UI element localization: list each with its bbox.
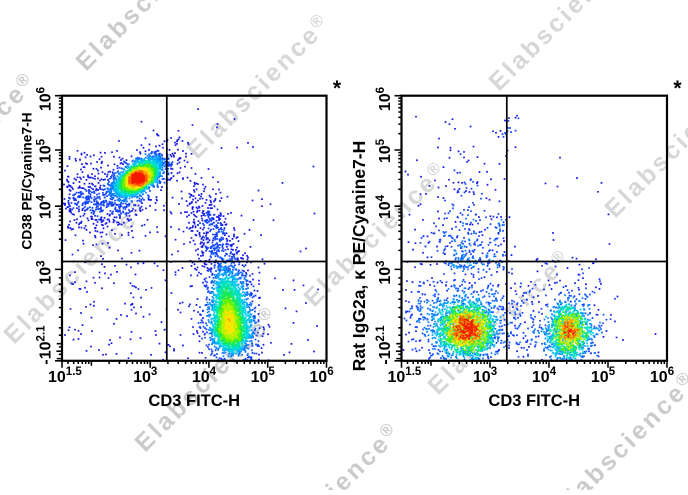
- svg-text:CD3 FITC-H: CD3 FITC-H: [148, 392, 240, 410]
- svg-text:CD38 PE/Cyanine7-H: CD38 PE/Cyanine7-H: [20, 112, 35, 249]
- svg-text:Rat IgG2a, κ PE/Cyanine7-H: Rat IgG2a, κ PE/Cyanine7-H: [349, 141, 369, 372]
- svg-text:CD3 FITC-H: CD3 FITC-H: [488, 392, 580, 410]
- svg-text:*: *: [673, 77, 682, 100]
- svg-text:*: *: [333, 77, 342, 100]
